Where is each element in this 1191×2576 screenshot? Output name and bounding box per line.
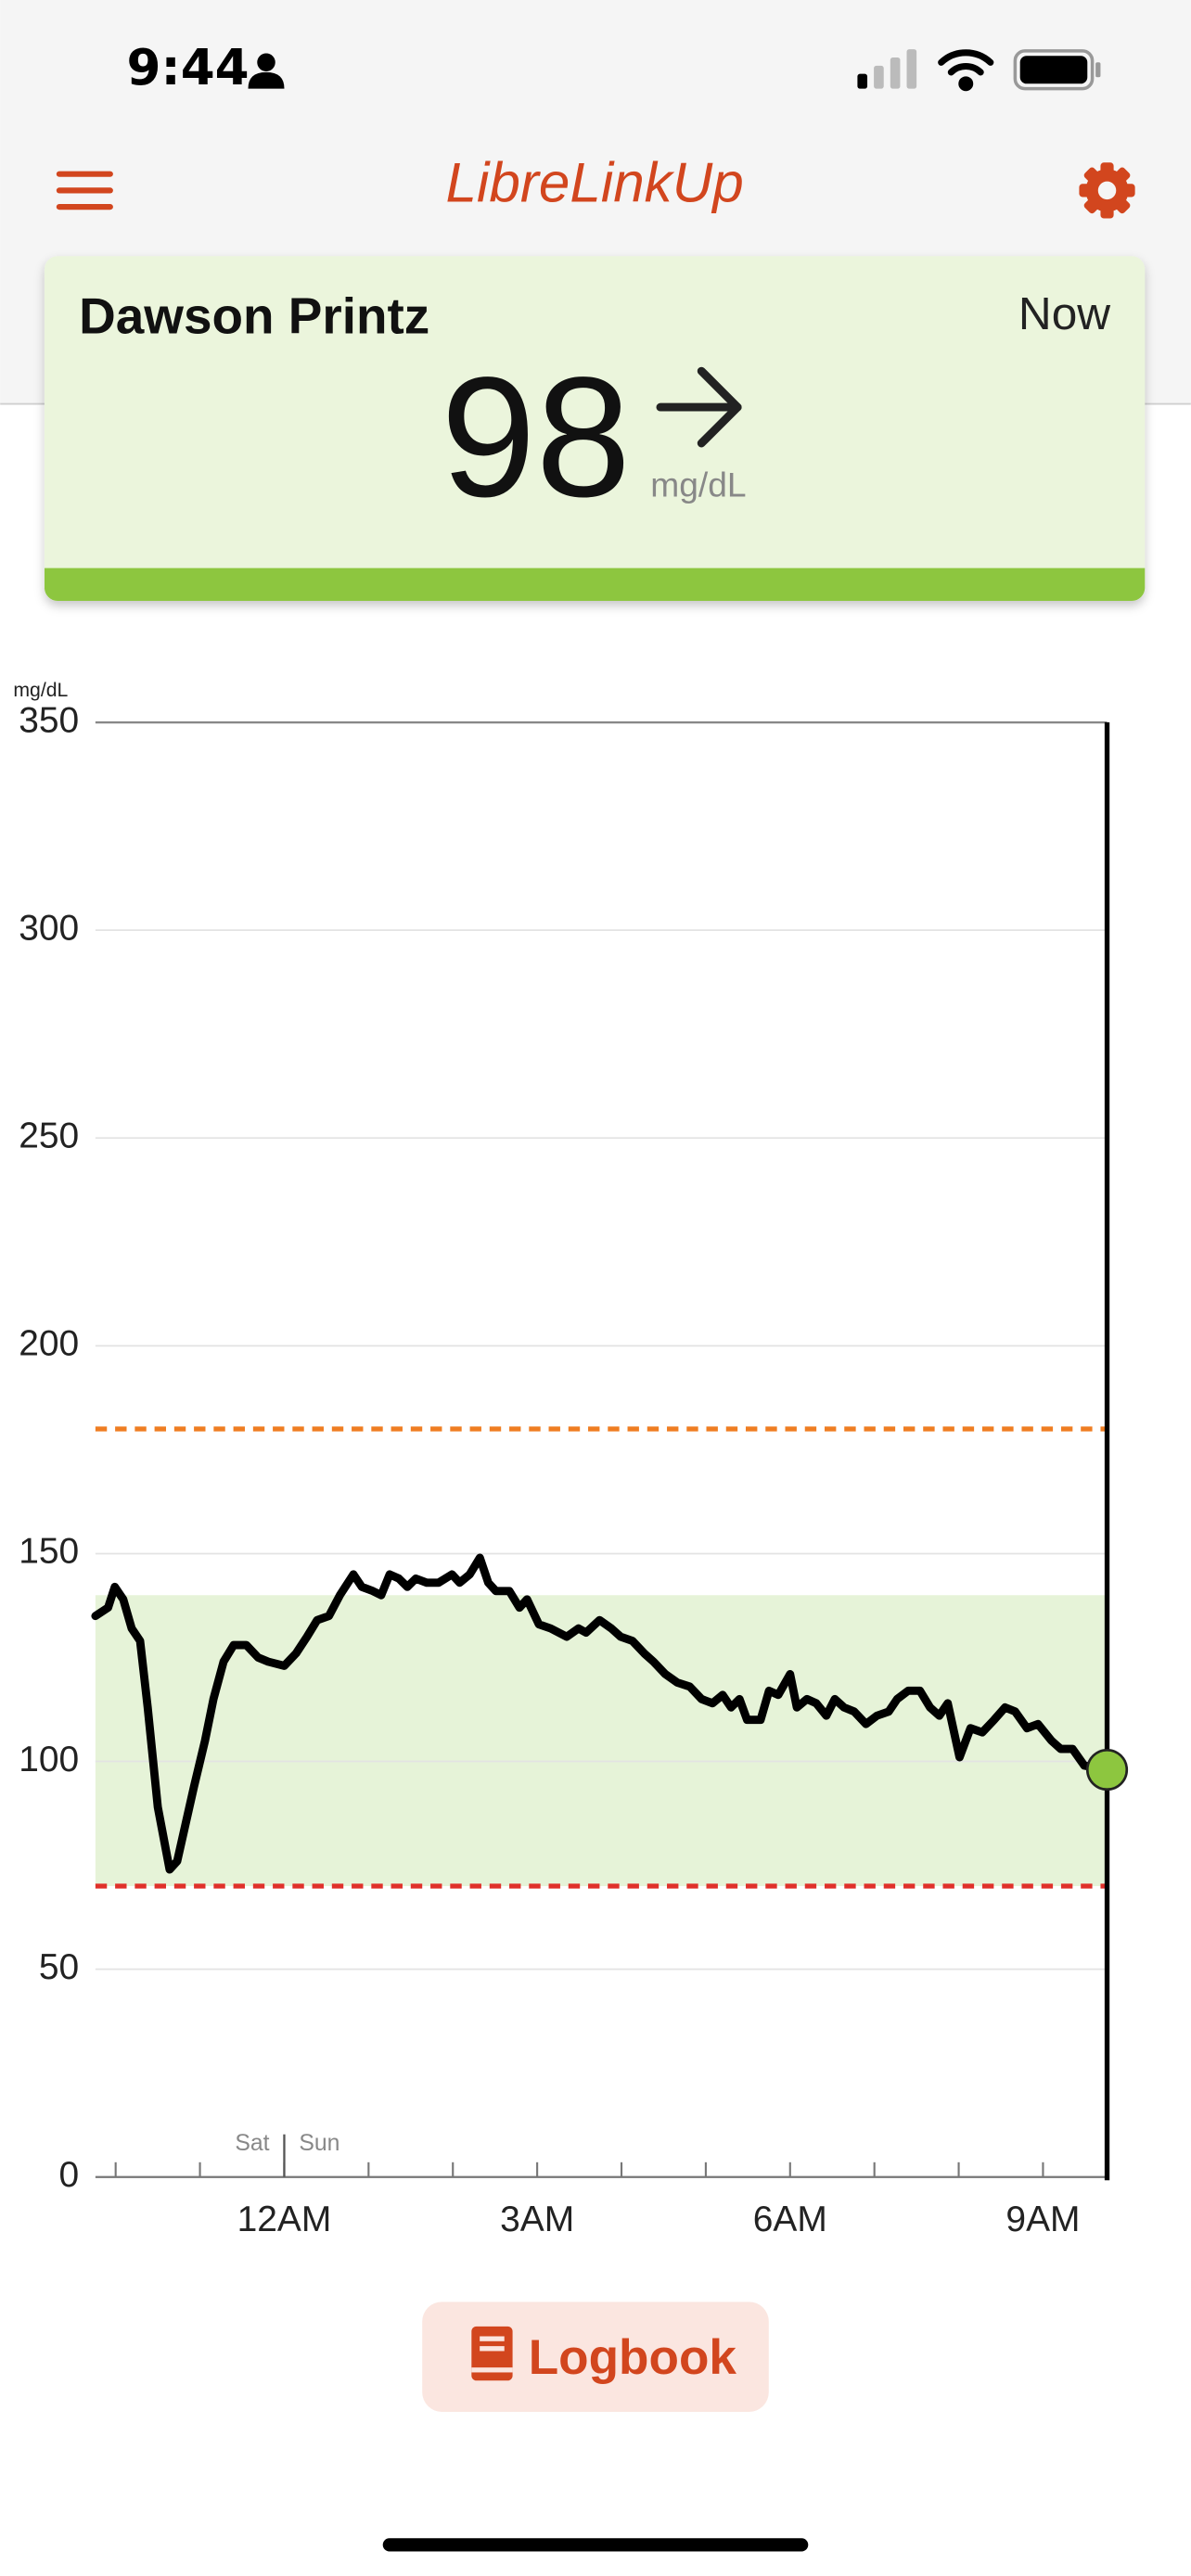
y-tick-label: 100 (19, 1740, 79, 1779)
logbook-label: Logbook (529, 2330, 737, 2385)
signal-icon (857, 49, 917, 89)
y-tick-label: 300 (19, 908, 79, 948)
reading-card[interactable] (44, 256, 1146, 602)
glucose-value: 98 (441, 342, 631, 533)
y-tick-label: 250 (19, 1116, 79, 1156)
glucose-unit: mg/dL (650, 465, 746, 504)
patient-name: Dawson Printz (79, 287, 429, 345)
day-after-label: Sun (299, 2131, 339, 2156)
wifi-icon (938, 49, 994, 92)
day-before-label: Sat (235, 2131, 269, 2156)
y-tick-label: 350 (19, 700, 79, 740)
y-tick-label: 0 (59, 2155, 80, 2195)
y-tick-label: 200 (19, 1324, 79, 1364)
status-time: 9:44 (127, 39, 250, 96)
x-tick-label: 12AM (237, 2200, 332, 2239)
x-tick-label: 6AM (753, 2200, 827, 2239)
reading-time: Now (1018, 287, 1110, 339)
trend-arrow (656, 366, 742, 448)
person-icon (248, 53, 285, 89)
y-tick-label: 50 (39, 1947, 79, 1987)
y-unit-label: mg/dL (13, 679, 68, 701)
battery-icon (1013, 49, 1101, 91)
x-tick-label: 9AM (1005, 2200, 1080, 2239)
glucose-line (91, 1553, 1111, 1874)
app-title: LibreLinkUp (446, 152, 744, 214)
x-tick-label: 3AM (500, 2200, 574, 2239)
logbook-button[interactable]: Logbook (422, 2302, 769, 2412)
y-tick-label: 150 (19, 1532, 79, 1572)
home-indicator (382, 2538, 809, 2552)
current-reading-dot (1085, 1748, 1129, 1792)
menu-button[interactable] (56, 171, 113, 210)
target-range (95, 1595, 1108, 1887)
settings-button[interactable] (1079, 162, 1135, 219)
